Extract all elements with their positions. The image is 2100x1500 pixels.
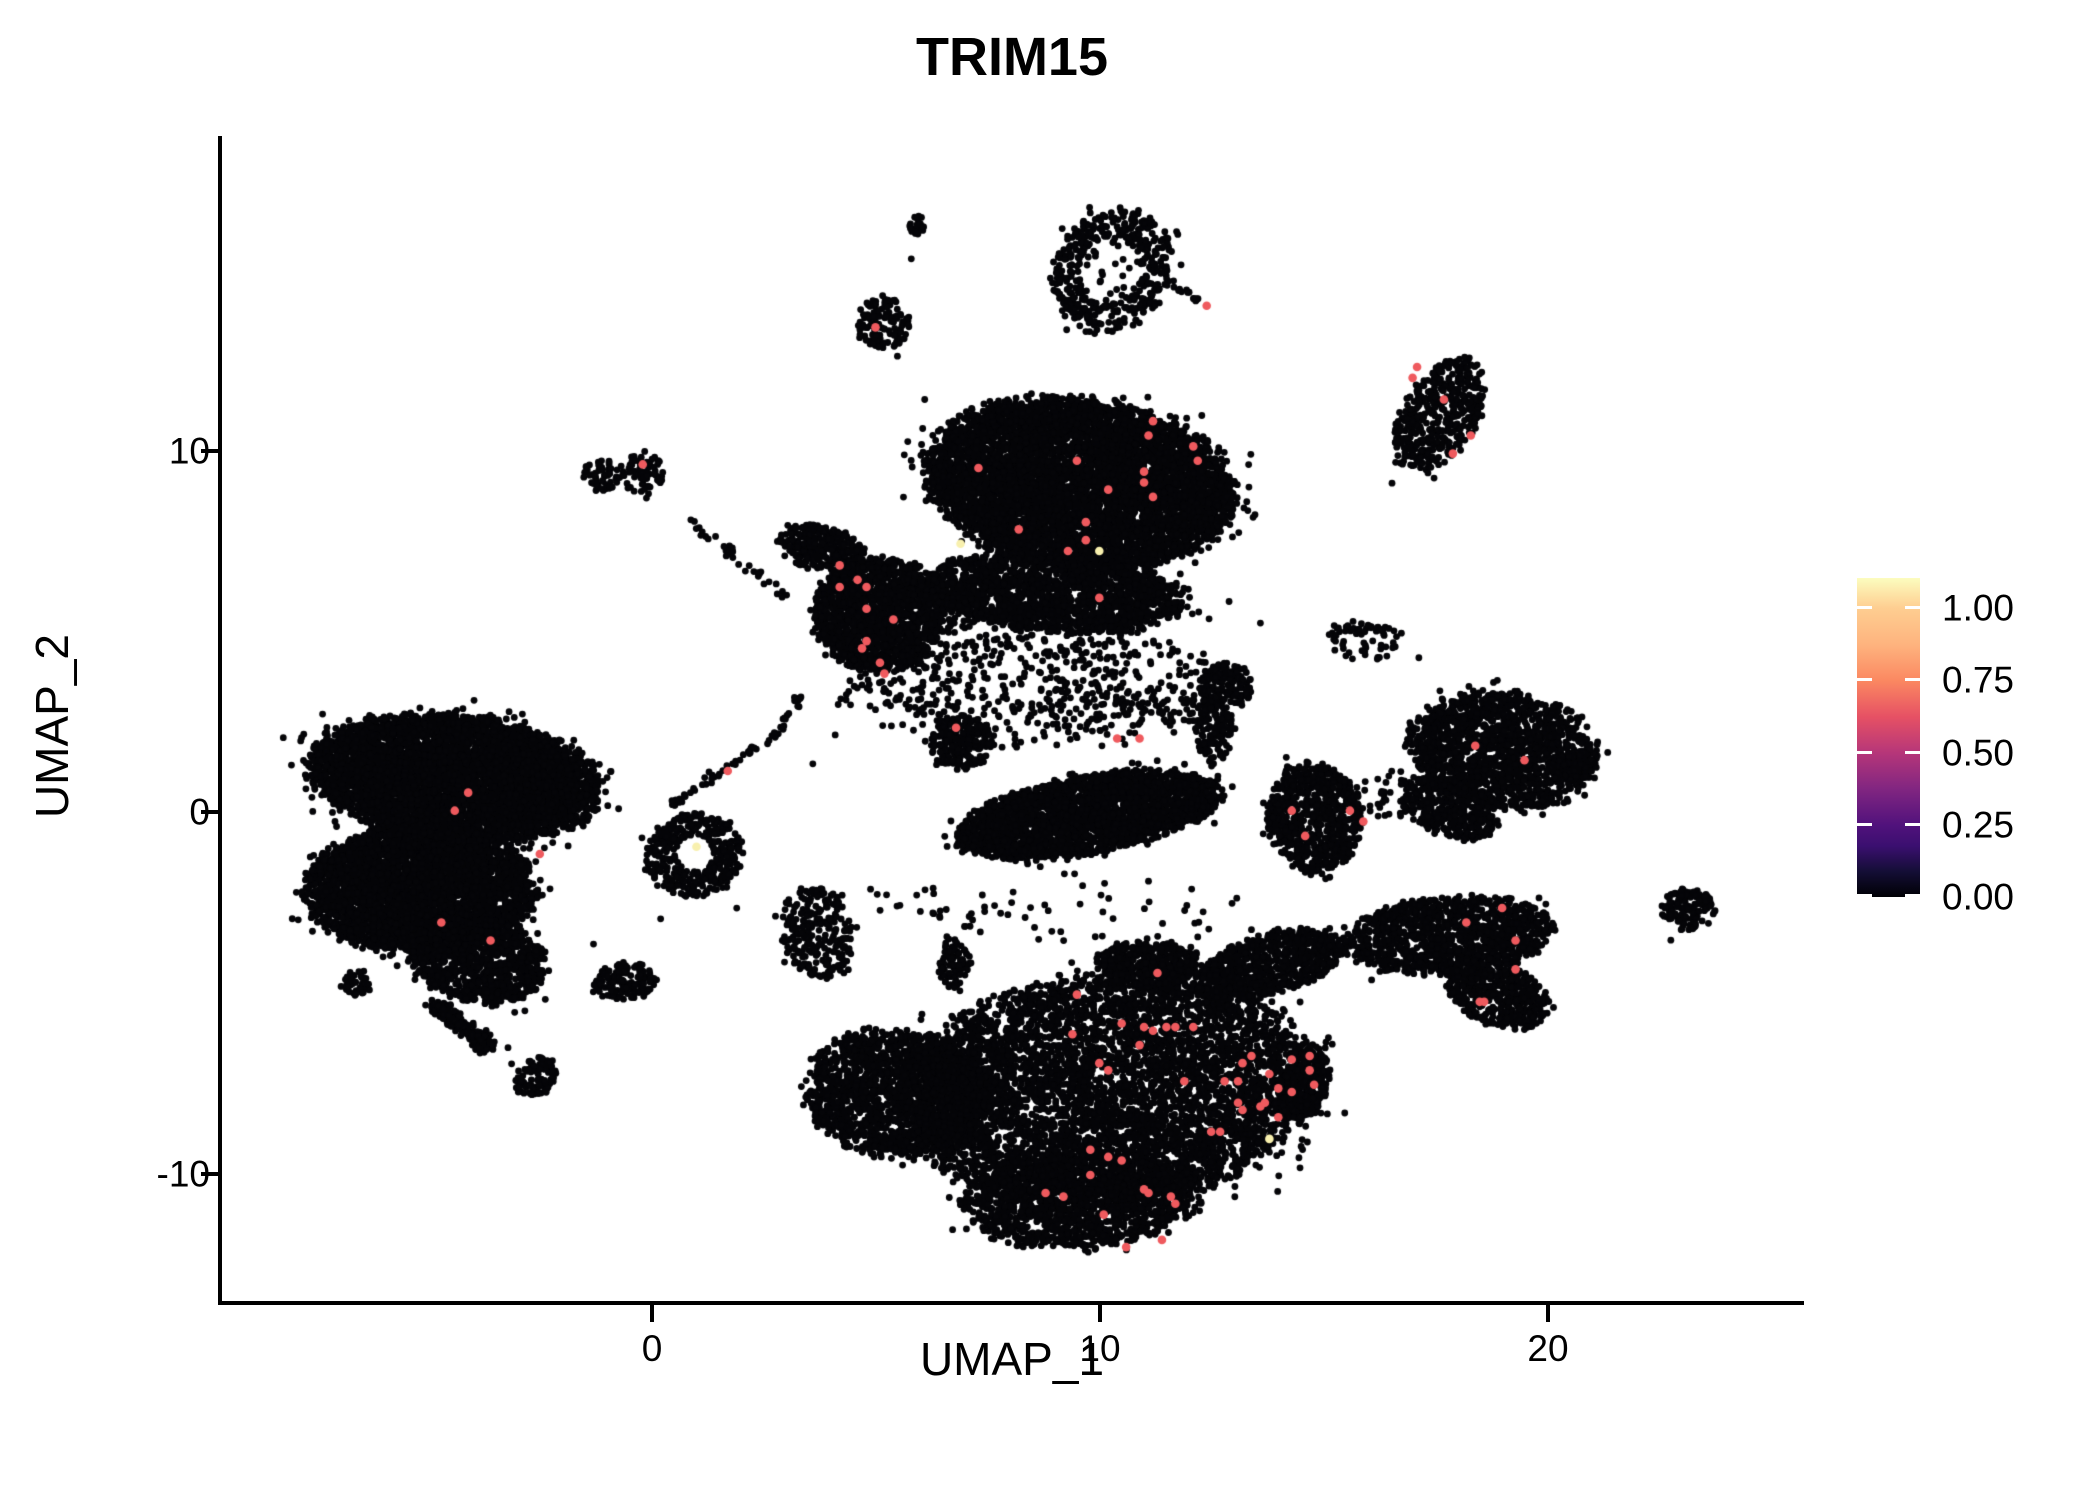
y-tick-label-10: 10 [168, 430, 210, 472]
x-axis-title: UMAP_1 [919, 1333, 1105, 1385]
x-tick-label-10: 10 [1079, 1328, 1121, 1369]
y-tick-mark-neg10 [201, 1172, 218, 1176]
scatter-canvas [222, 138, 1802, 1303]
legend-label-0.50: 0.50 [1942, 732, 2015, 774]
y-axis-line [218, 136, 222, 1305]
x-tick-mark-0 [650, 1305, 654, 1322]
y-tick-label-0: 0 [189, 791, 210, 833]
y-tick-mark-10 [201, 449, 218, 453]
colorbar-tick [1905, 678, 1920, 681]
colorbar-tick [1905, 751, 1920, 754]
x-tick-mark-10 [1098, 1305, 1102, 1322]
legend-label-0.25: 0.25 [1942, 804, 2015, 846]
legend-label-1.00: 1.00 [1942, 587, 2015, 629]
x-tick-label-0: 0 [641, 1328, 663, 1369]
colorbar-tick [1857, 606, 1872, 609]
colorbar-gradient [1857, 578, 1920, 897]
colorbar-tick [1857, 751, 1872, 754]
legend-label-0.00: 0.00 [1942, 876, 2015, 918]
y-axis-title: UMAP_2 [26, 633, 78, 819]
colorbar-tick [1857, 678, 1872, 681]
colorbar-tick [1857, 823, 1872, 826]
plot-title: TRIM15 [915, 27, 1109, 87]
x-tick-mark-20 [1546, 1305, 1550, 1322]
x-axis-line [218, 1301, 1804, 1305]
colorbar-tick [1905, 894, 1920, 897]
colorbar-tick [1905, 823, 1920, 826]
colorbar-tick [1857, 894, 1872, 897]
colorbar-tick [1905, 606, 1920, 609]
x-tick-label-20: 20 [1527, 1328, 1569, 1369]
y-tick-mark-0 [201, 810, 218, 814]
legend-label-0.75: 0.75 [1942, 659, 2015, 701]
y-tick-label-neg10: -10 [156, 1153, 210, 1195]
